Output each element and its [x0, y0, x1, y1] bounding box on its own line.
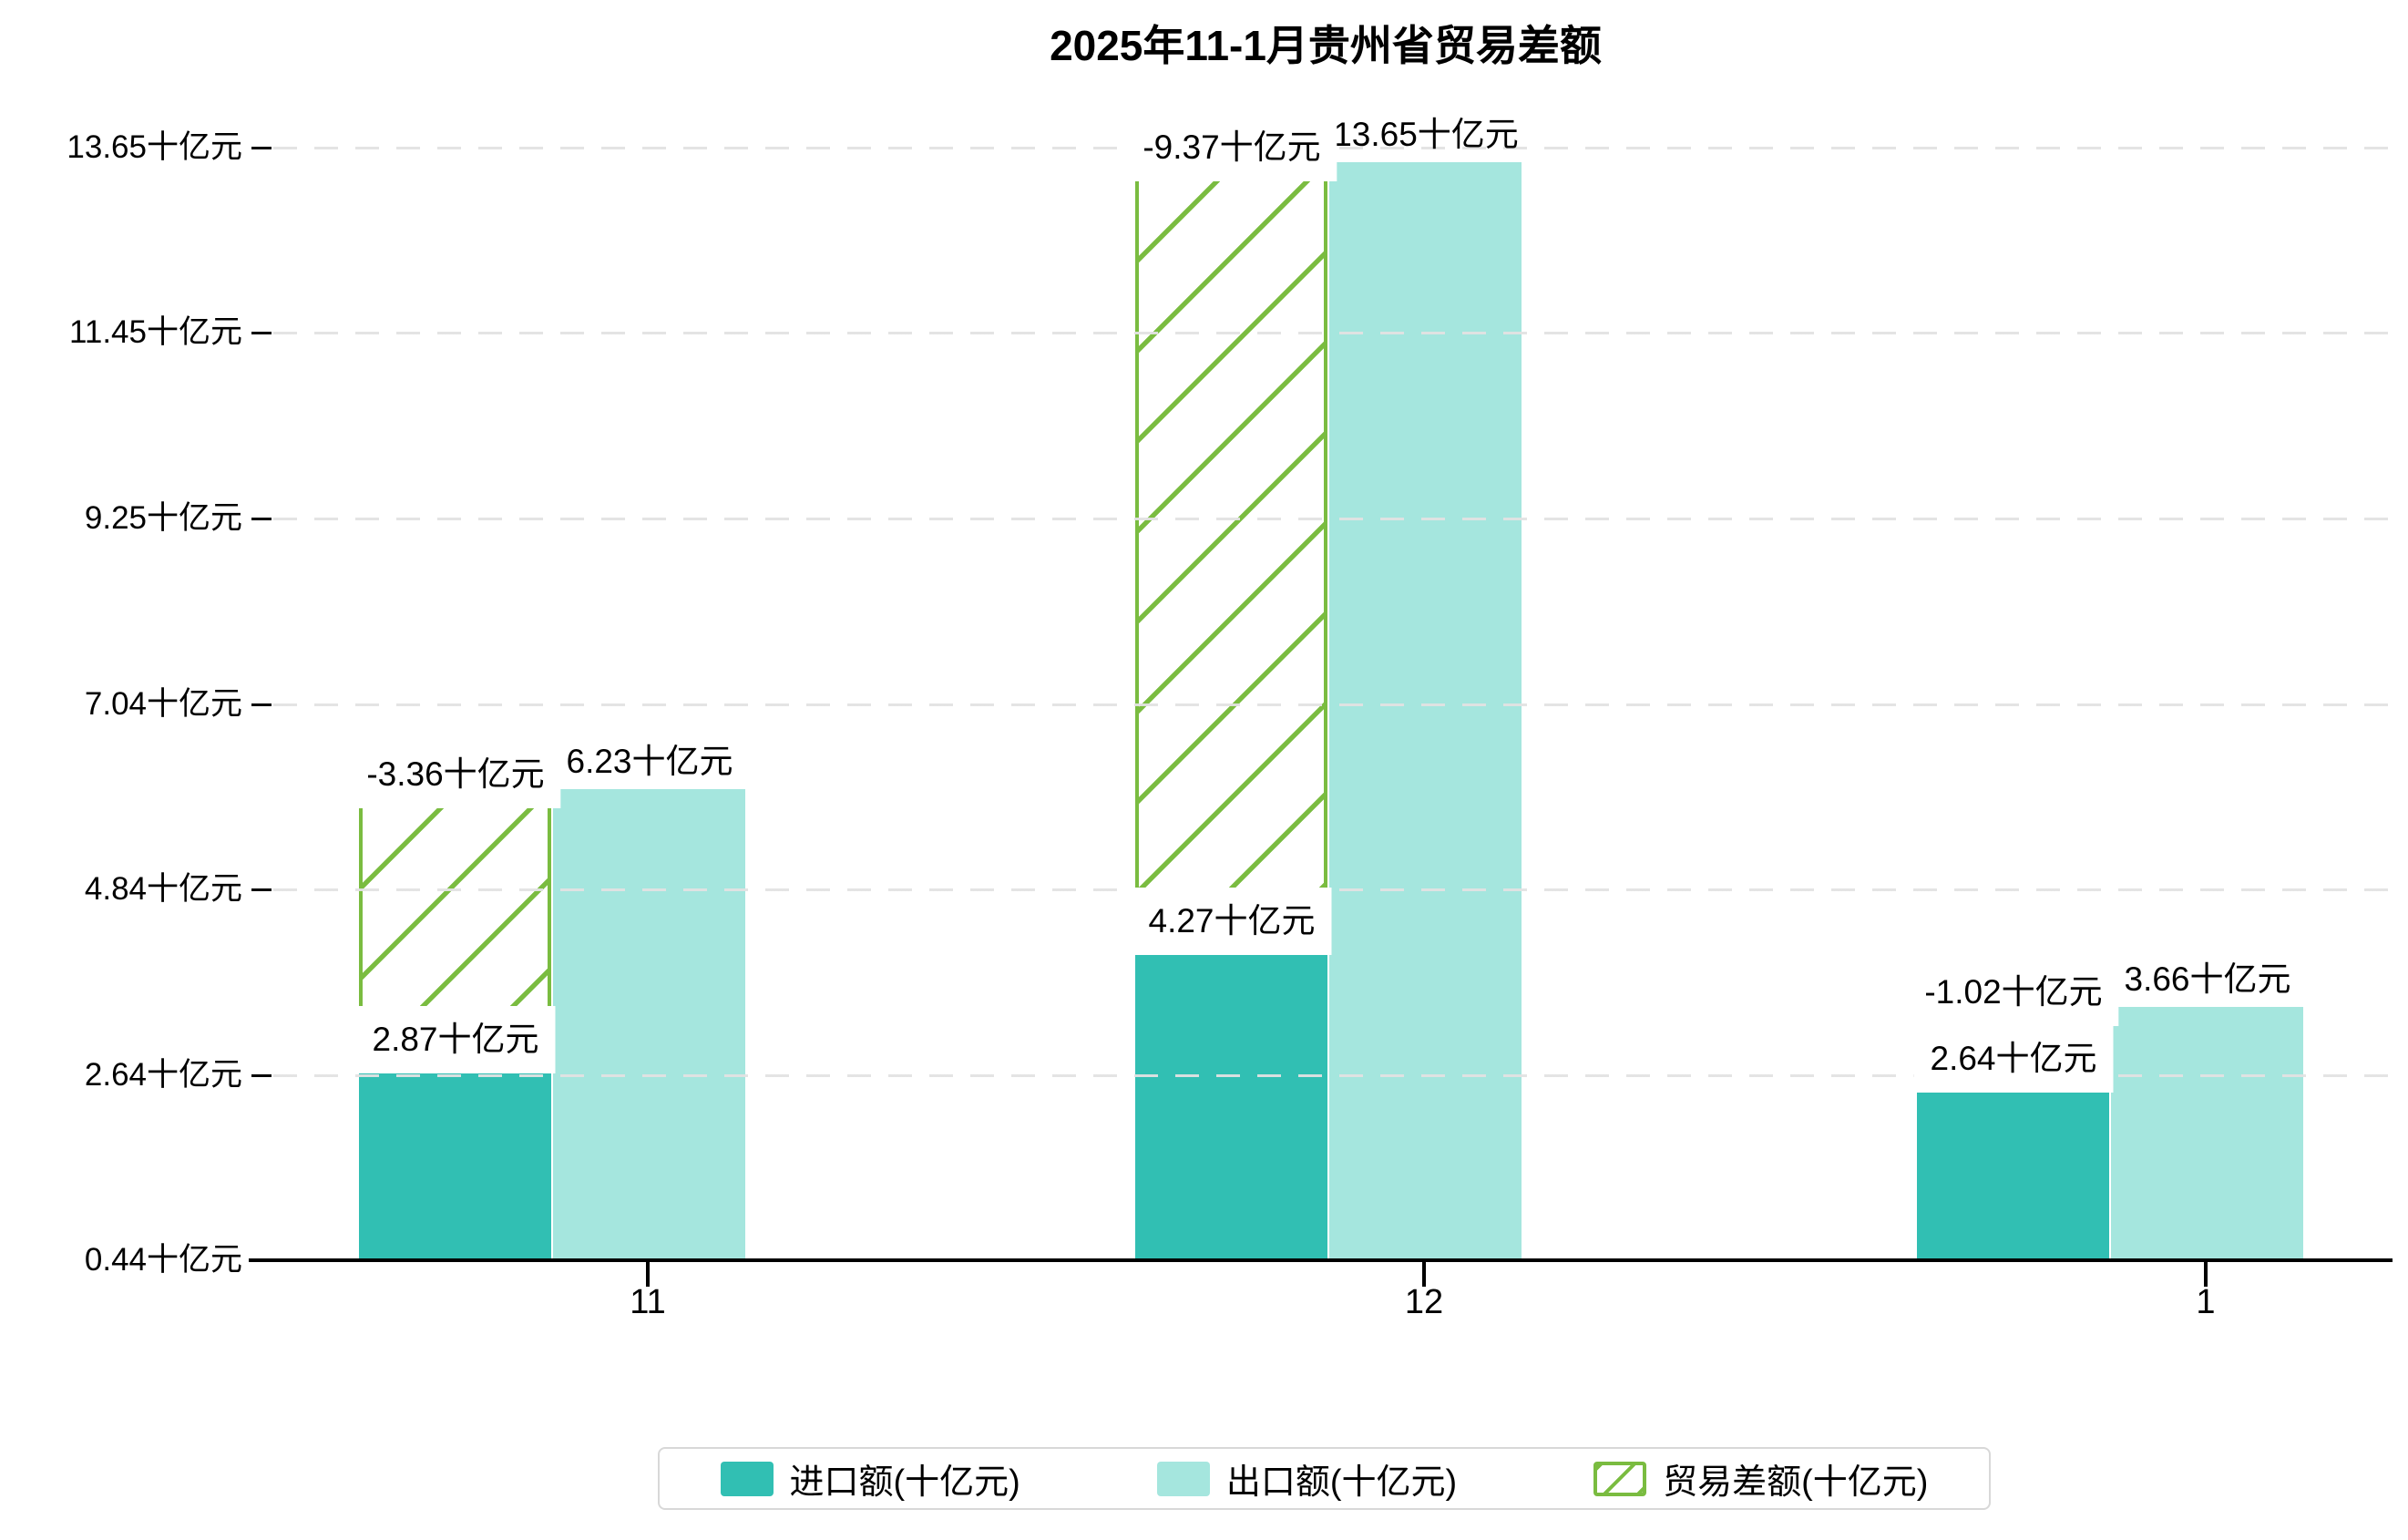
x-axis-tick-label: 12: [1404, 1283, 1444, 1321]
x-axis-tick-mark: [1422, 1262, 1426, 1287]
legend-item-import[interactable]: 进口额(十亿元): [720, 1453, 1020, 1504]
x-axis-tick-mark: [2204, 1262, 2208, 1287]
gridline: [273, 888, 2393, 891]
trade-balance-bar-label: -3.36十亿元: [350, 741, 561, 808]
export-bar[interactable]: [1329, 162, 1522, 1260]
legend-swatch-trade-balance-hatched-icon: [1593, 1461, 1647, 1496]
legend-swatch-import-icon: [720, 1461, 774, 1496]
chart-title: 2025年11-1月贵州省贸易差额: [1050, 22, 1602, 69]
legend-label: 贸易差额(十亿元): [1663, 1463, 1929, 1502]
export-bar-label: 6.23十亿元: [566, 743, 733, 780]
gridline: [273, 332, 2393, 334]
import-bar-label: 2.87十亿元: [355, 1006, 556, 1073]
y-axis-tick-label: 11.45十亿元: [69, 314, 242, 350]
y-axis-tick-label: 9.25十亿元: [84, 500, 242, 536]
import-bar-label: 2.64十亿元: [1913, 1025, 2114, 1093]
import-bar[interactable]: [1917, 1093, 2109, 1260]
y-axis-tick-mark: [251, 703, 272, 706]
legend-label: 进口额(十亿元): [789, 1463, 1020, 1502]
y-axis-tick-label: 4.84十亿元: [84, 871, 242, 907]
legend-swatch-export-icon: [1156, 1461, 1210, 1496]
gridline: [273, 518, 2393, 520]
import-bar[interactable]: [1135, 955, 1327, 1260]
legend-item-export[interactable]: 出口额(十亿元): [1156, 1453, 1458, 1504]
export-bar-label: 13.65十亿元: [1333, 116, 1519, 153]
gridline: [273, 703, 2393, 706]
trade-balance-bar-label: -1.02十亿元: [1908, 959, 2119, 1026]
y-axis-tick-label: 2.64十亿元: [84, 1057, 242, 1093]
import-bar[interactable]: [359, 1073, 551, 1260]
gridline: [273, 1074, 2393, 1077]
x-axis-tick-mark: [646, 1262, 650, 1287]
y-axis-tick-mark: [251, 147, 272, 149]
export-bar-label: 3.66十亿元: [2124, 960, 2291, 998]
trade-balance-bar-label: -9.37十亿元: [1126, 114, 1337, 181]
y-axis-tick-label: 7.04十亿元: [84, 686, 242, 722]
trade-balance-bar[interactable]: [1135, 162, 1327, 955]
y-axis-tick-mark: [251, 888, 272, 891]
x-axis-tick-label: 1: [2196, 1283, 2216, 1321]
y-axis-tick-mark: [251, 1074, 272, 1077]
export-bar[interactable]: [2111, 1007, 2303, 1260]
import-bar-label: 4.27十亿元: [1132, 888, 1332, 955]
y-axis-tick-label: 13.65十亿元: [67, 129, 242, 165]
y-axis-tick-label: 0.44十亿元: [84, 1242, 242, 1278]
y-axis-tick-mark: [251, 518, 272, 520]
legend-label: 出口额(十亿元): [1225, 1463, 1458, 1502]
export-bar[interactable]: [553, 789, 745, 1260]
x-axis-line: [249, 1258, 2393, 1262]
x-axis-tick-label: 11: [630, 1283, 666, 1321]
y-axis-tick-mark: [251, 332, 272, 334]
legend: 进口额(十亿元) 出口额(十亿元) 贸易差额(十亿元): [658, 1447, 1991, 1510]
legend-item-trade-balance[interactable]: 贸易差额(十亿元): [1593, 1453, 1928, 1504]
